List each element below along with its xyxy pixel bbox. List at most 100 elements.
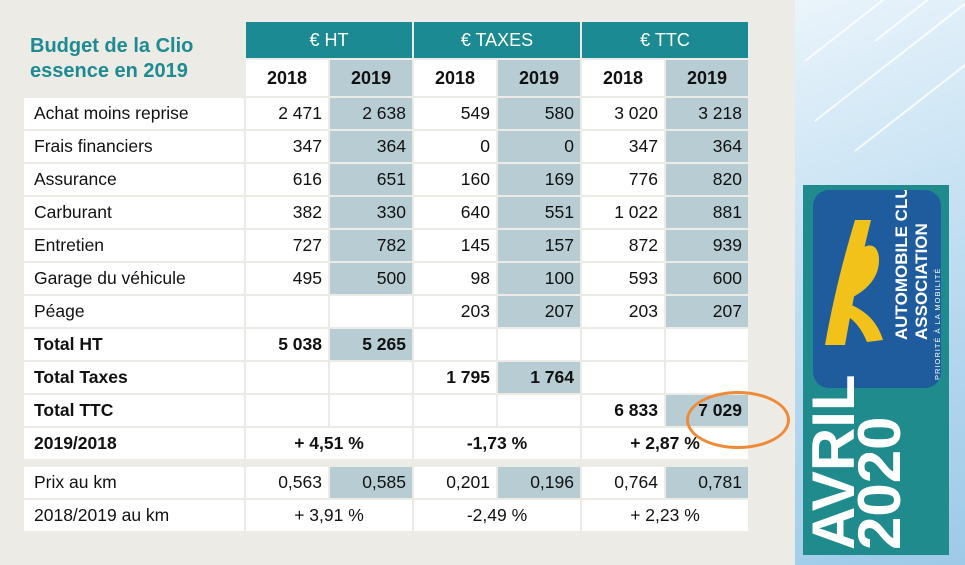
cell-value: 1 022 [582, 197, 664, 228]
year-header: 2018 [246, 60, 328, 96]
cell-value: 364 [330, 131, 412, 162]
cell-value: 782 [330, 230, 412, 261]
cell-value: 939 [666, 230, 748, 261]
cell-value: 0 [414, 131, 496, 162]
group-header-ttc: € TTC [582, 22, 748, 58]
row-label: 2019/2018 [24, 428, 244, 459]
issue-year: 2020 [846, 416, 913, 550]
cell-value: 3 020 [582, 98, 664, 129]
cell-value: 593 [582, 263, 664, 294]
row-label: Total TTC [24, 395, 244, 426]
cell-value [246, 296, 328, 327]
table-row: Carburant 382 330 640 551 1 022 881 [24, 197, 748, 228]
row-label: Total Taxes [24, 362, 244, 393]
total-ht-row: Total HT 5 038 5 265 [24, 329, 748, 360]
cell-value: + 4,51 % [246, 428, 412, 459]
group-header-ht: € HT [246, 22, 412, 58]
row-label: Achat moins reprise [24, 98, 244, 129]
cell-value: 776 [582, 164, 664, 195]
cell-value: 0,563 [246, 467, 328, 498]
cell-value: 203 [414, 296, 496, 327]
price-per-km-row: Prix au km 0,563 0,585 0,201 0,196 0,764… [24, 467, 748, 498]
cell-value: 6 833 [582, 395, 664, 426]
issue-date: AVRIL 2020 [800, 374, 913, 550]
cell-value: 0,585 [330, 467, 412, 498]
row-label: Total HT [24, 329, 244, 360]
cell-value: -2,49 % [414, 500, 580, 531]
cell-value: 0,196 [498, 467, 580, 498]
club-logo: AUTOMOBILE CLUB ASSOCIATION PRIORITÉ À L… [813, 190, 941, 388]
cell-value: 347 [582, 131, 664, 162]
header-row-years: 2018 2019 2018 2019 2018 2019 [24, 60, 748, 96]
cell-value: 727 [246, 230, 328, 261]
cell-value: 640 [414, 197, 496, 228]
group-header-taxes: € TAXES [414, 22, 580, 58]
cell-value: 145 [414, 230, 496, 261]
year-header: 2018 [414, 60, 496, 96]
cell-value: + 3,91 % [246, 500, 412, 531]
logo-text-line2: ASSOCIATION [912, 223, 931, 340]
year-header: 2019 [498, 60, 580, 96]
table-row: Entretien 727 782 145 157 872 939 [24, 230, 748, 261]
row-label: 2018/2019 au km [24, 500, 244, 531]
cell-value: 364 [666, 131, 748, 162]
cell-value: 580 [498, 98, 580, 129]
total-taxes-row: Total Taxes 1 795 1 764 [24, 362, 748, 393]
cell-value: -1,73 % [414, 428, 580, 459]
cell-value: 207 [666, 296, 748, 327]
cell-value: 495 [246, 263, 328, 294]
cell-value: 0,764 [582, 467, 664, 498]
row-label: Péage [24, 296, 244, 327]
header-row-groups: Budget de la Clio essence en 2019 € HT €… [24, 22, 748, 82]
row-label: Prix au km [24, 467, 244, 498]
cell-value: 0,201 [414, 467, 496, 498]
cell-value: 207 [498, 296, 580, 327]
logo-tagline: PRIORITÉ À LA MOBILITÉ [933, 267, 941, 380]
cell-value: 3 218 [666, 98, 748, 129]
table-row: Achat moins reprise 2 471 2 638 549 580 3 020… [24, 98, 748, 129]
cell-value: 203 [582, 296, 664, 327]
cell-value: 549 [414, 98, 496, 129]
cell-value: 820 [666, 164, 748, 195]
cell-value: 347 [246, 131, 328, 162]
club-logo-icon [825, 220, 883, 345]
year-header: 2019 [666, 60, 748, 96]
cell-value: 616 [246, 164, 328, 195]
cell-value: + 2,23 % [582, 500, 748, 531]
cell-value: 169 [498, 164, 580, 195]
budget-table: Budget de la Clio essence en 2019 € HT €… [22, 20, 750, 533]
cell-value [330, 296, 412, 327]
cell-value: 160 [414, 164, 496, 195]
row-label: Assurance [24, 164, 244, 195]
cell-value: 0 [498, 131, 580, 162]
cell-value: 881 [666, 197, 748, 228]
row-label: Frais financiers [24, 131, 244, 162]
cover-band: AUTOMOBILE CLUB ASSOCIATION PRIORITÉ À L… [800, 185, 949, 555]
magazine-cover: AUTOMOBILE CLUB ASSOCIATION PRIORITÉ À L… [795, 0, 965, 565]
row-label: Carburant [24, 197, 244, 228]
cell-value: 1 764 [498, 362, 580, 393]
row-label: Garage du véhicule [24, 263, 244, 294]
cell-value: 2 471 [246, 98, 328, 129]
year-header: 2019 [330, 60, 412, 96]
logo-text-line1: AUTOMOBILE CLUB [892, 190, 911, 340]
cell-value: 0,781 [666, 467, 748, 498]
highlight-circle [686, 391, 790, 449]
row-label: Entretien [24, 230, 244, 261]
cell-value: 382 [246, 197, 328, 228]
cell-value: 5 265 [330, 329, 412, 360]
cell-value: 100 [498, 263, 580, 294]
cell-value: 500 [330, 263, 412, 294]
table-row: Frais financiers 347 364 0 0 347 364 [24, 131, 748, 162]
cell-value: 330 [330, 197, 412, 228]
per-km-evolution-row: 2018/2019 au km + 3,91 % -2,49 % + 2,23 … [24, 500, 748, 531]
table-title: Budget de la Clio essence en 2019 [30, 35, 194, 82]
cell-value: 98 [414, 263, 496, 294]
year-header: 2018 [582, 60, 664, 96]
cell-value: 600 [666, 263, 748, 294]
cell-value: 872 [582, 230, 664, 261]
table-row: Péage 203 207 203 207 [24, 296, 748, 327]
evolution-row: 2019/2018 + 4,51 % -1,73 % + 2,87 % [24, 428, 748, 459]
cell-value: 651 [330, 164, 412, 195]
budget-panel: Budget de la Clio essence en 2019 € HT €… [22, 20, 790, 533]
